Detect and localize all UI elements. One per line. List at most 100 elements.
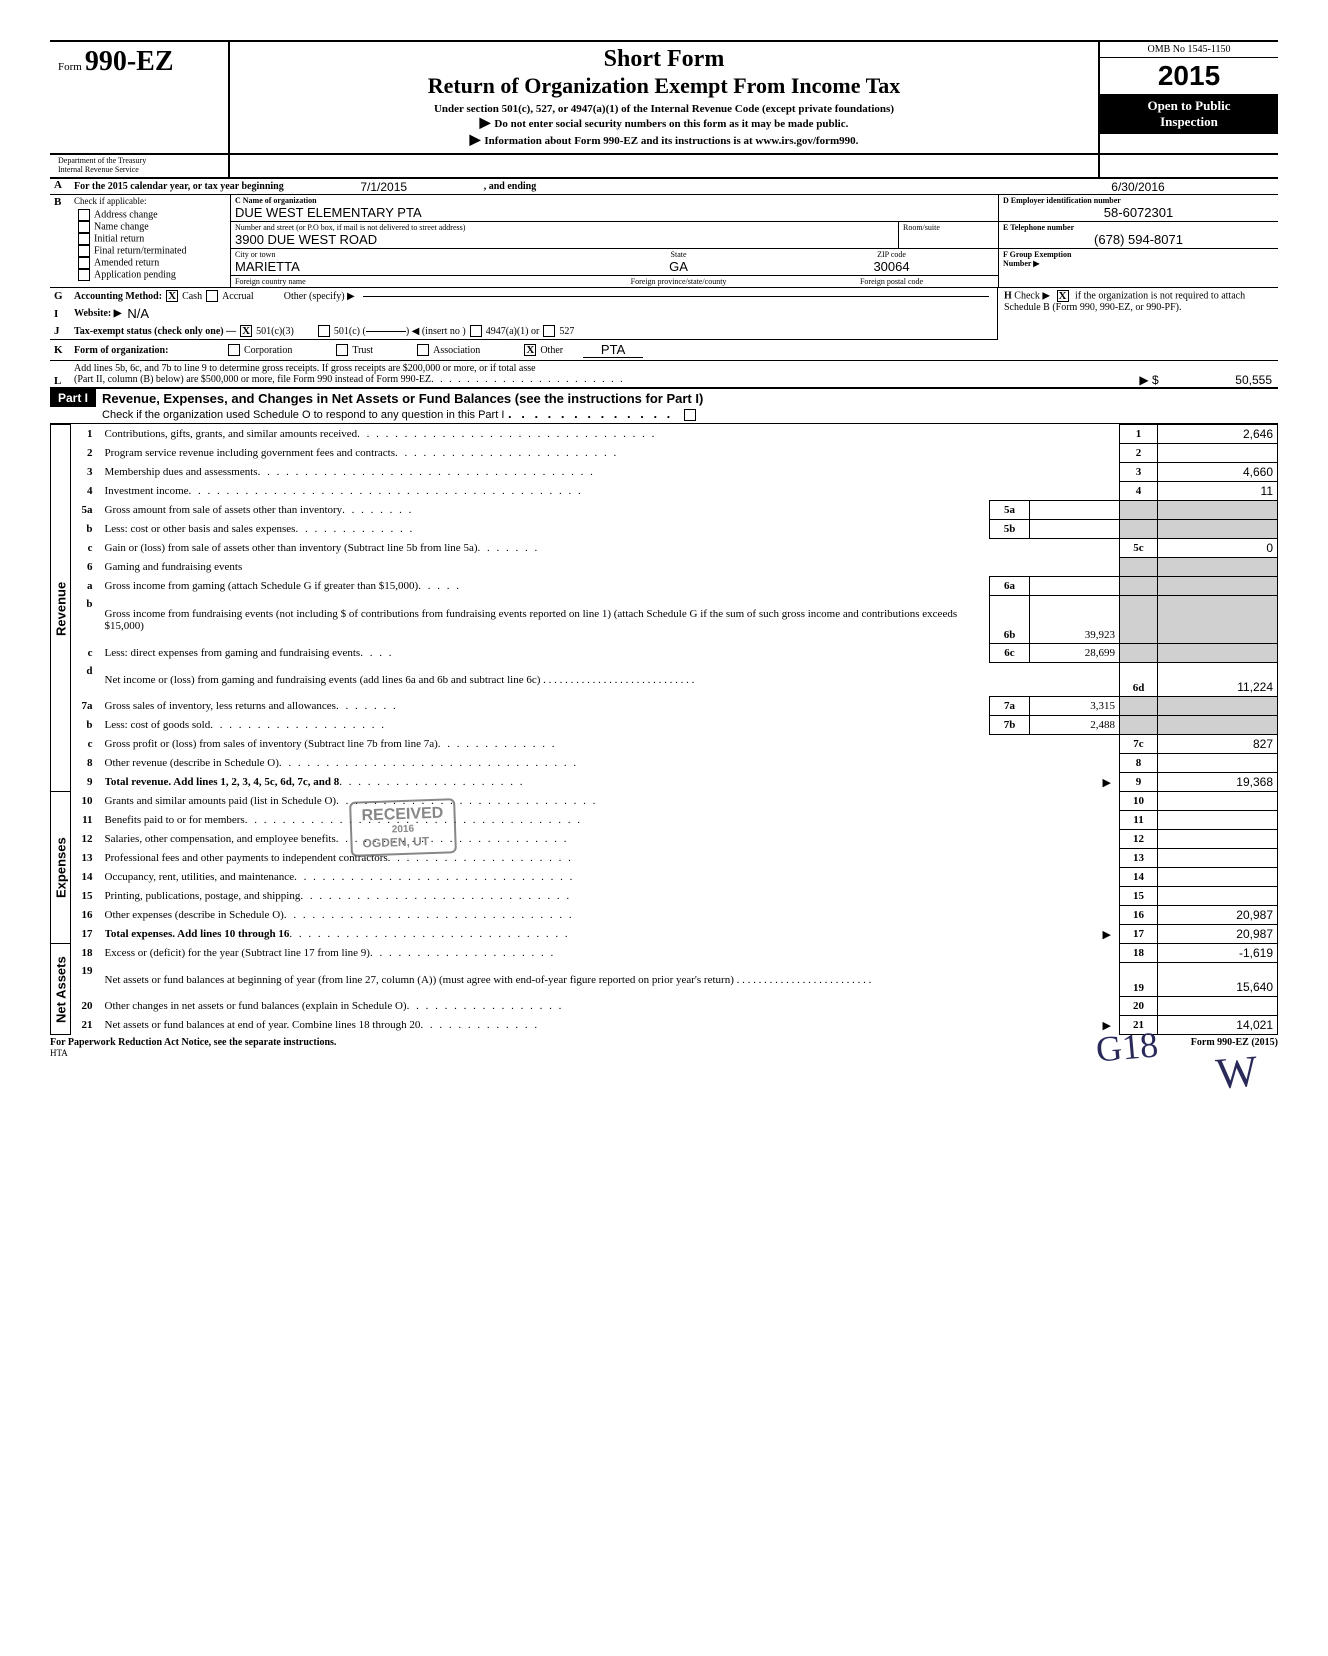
chk-other-org[interactable]: X	[524, 344, 536, 356]
chk-schedule-o[interactable]	[684, 409, 696, 421]
line-b-header: B Check if applicable:	[50, 195, 230, 209]
val-20	[1158, 997, 1278, 1016]
part1-title: Revenue, Expenses, and Changes in Net As…	[96, 389, 1278, 423]
checkboxes-b: Address change Name change Initial retur…	[50, 209, 230, 281]
line-e: E Telephone number (678) 594-8071	[999, 222, 1278, 249]
row-9: 9 Total revenue. Add lines 1, 2, 3, 4, 5…	[51, 773, 1278, 792]
bf-block: B Check if applicable: Address change Na…	[50, 195, 1278, 288]
line-i: I Website: ▶ N/A	[50, 304, 997, 323]
letter-a: A	[50, 179, 74, 194]
row-4: 4 Investment income . . . . . . . . . . …	[51, 482, 1278, 501]
row-5b: b Less: cost or other basis and sales ex…	[51, 520, 1278, 539]
chk-501c3[interactable]: X	[240, 325, 252, 337]
line-a: A For the 2015 calendar year, or tax yea…	[50, 179, 1278, 195]
val-10	[1158, 792, 1278, 811]
form-title-box: Short Form Return of Organization Exempt…	[230, 42, 1098, 153]
chk-h[interactable]: X	[1057, 290, 1069, 302]
row-13: 13 Professional fees and other payments …	[51, 849, 1278, 868]
part1-label: Part I	[50, 389, 96, 407]
row-2: 2 Program service revenue including gove…	[51, 444, 1278, 463]
line-f: F Group Exemption Number ▶	[999, 249, 1278, 269]
chk-cash[interactable]: X	[166, 290, 178, 302]
chk-amended[interactable]: Amended return	[74, 257, 230, 269]
org-city: MARIETTA	[235, 259, 568, 274]
row-8: 8 Other revenue (describe in Schedule O)…	[51, 754, 1278, 773]
val-14	[1158, 868, 1278, 887]
chk-corp[interactable]	[228, 344, 240, 356]
val-6d: 11,224	[1158, 663, 1278, 697]
side-revenue: Revenue	[51, 425, 71, 792]
val-15	[1158, 887, 1278, 906]
val-6b: 39,923	[1030, 596, 1120, 644]
chk-address-change[interactable]: Address change	[74, 209, 230, 221]
val-16: 20,987	[1158, 906, 1278, 925]
chk-trust[interactable]	[336, 344, 348, 356]
c-name-row: C Name of organization DUE WEST ELEMENTA…	[231, 195, 998, 222]
row-6: 6 Gaming and fundraising events	[51, 558, 1278, 577]
footer: For Paperwork Reduction Act Notice, see …	[50, 1035, 1278, 1058]
chk-501c[interactable]	[318, 325, 330, 337]
line-h: H Check ▶ X if the organization is not r…	[998, 288, 1278, 340]
chk-4947[interactable]	[470, 325, 482, 337]
gross-receipts: 50,555	[1162, 373, 1272, 387]
chk-527[interactable]	[543, 325, 555, 337]
c-foreign-row: Foreign country name Foreign province/st…	[231, 276, 998, 287]
row-20: 20 Other changes in net assets or fund b…	[51, 997, 1278, 1016]
line-j: J Tax-exempt status (check only one) — X…	[50, 323, 997, 340]
chk-accrual[interactable]	[206, 290, 218, 302]
subtitle: Under section 501(c), 527, or 4947(a)(1)…	[238, 103, 1090, 115]
title-return: Return of Organization Exempt From Incom…	[238, 73, 1090, 99]
row-17: 17 Total expenses. Add lines 10 through …	[51, 925, 1278, 944]
form-number-box: Form 990-EZ	[50, 42, 230, 153]
row-15: 15 Printing, publications, postage, and …	[51, 887, 1278, 906]
org-form-other: PTA	[583, 342, 643, 358]
row-5a: 5a Gross amount from sale of assets othe…	[51, 501, 1278, 520]
chk-assoc[interactable]	[417, 344, 429, 356]
val-19: 15,640	[1158, 963, 1278, 997]
val-2	[1158, 444, 1278, 463]
lines-table: Revenue 1 Contributions, gifts, grants, …	[50, 424, 1278, 1035]
chk-final-return[interactable]: Final return/terminated	[74, 245, 230, 257]
website: N/A	[127, 306, 149, 321]
chk-initial-return[interactable]: Initial return	[74, 233, 230, 245]
val-5a	[1030, 501, 1120, 520]
row-11: 11 Benefits paid to or for members . . .…	[51, 811, 1278, 830]
row-16: 16 Other expenses (describe in Schedule …	[51, 906, 1278, 925]
title-short-form: Short Form	[238, 46, 1090, 73]
val-7c: 827	[1158, 735, 1278, 754]
tax-year: 2015	[1100, 58, 1278, 94]
val-13	[1158, 849, 1278, 868]
org-zip: 30064	[789, 259, 994, 274]
ein: 58-6072301	[1003, 205, 1274, 220]
line-k: K Form of organization: Corporation Trus…	[50, 340, 1278, 361]
part1-header: Part I Revenue, Expenses, and Changes in…	[50, 387, 1278, 424]
line-d: D Employer identification number 58-6072…	[999, 195, 1278, 222]
col-c: C Name of organization DUE WEST ELEMENTA…	[230, 195, 998, 287]
side-netassets: Net Assets	[51, 944, 71, 1035]
c-street-row: Number and street (or P.O box, if mail i…	[231, 222, 998, 249]
col-b: B Check if applicable: Address change Na…	[50, 195, 230, 287]
val-17: 20,987	[1158, 925, 1278, 944]
val-5c: 0	[1158, 539, 1278, 558]
side-expenses: Expenses	[51, 792, 71, 944]
open-to-public: Open to Public Inspection	[1100, 94, 1278, 134]
tax-year-begin: 7/1/2015	[284, 180, 484, 194]
chk-name-change[interactable]: Name change	[74, 221, 230, 233]
form-right-box: OMB No 1545-1150 2015 Open to Public Ins…	[1098, 42, 1278, 153]
row-6c: c Less: direct expenses from gaming and …	[51, 644, 1278, 663]
chk-app-pending[interactable]: Application pending	[74, 269, 230, 281]
row-10: Expenses 10 Grants and similar amounts p…	[51, 792, 1278, 811]
row-12: 12 Salaries, other compensation, and emp…	[51, 830, 1278, 849]
val-12	[1158, 830, 1278, 849]
val-11	[1158, 811, 1278, 830]
row-18: Net Assets 18 Excess or (deficit) for th…	[51, 944, 1278, 963]
val-9: 19,368	[1158, 773, 1278, 792]
val-7a: 3,315	[1030, 697, 1120, 716]
val-4: 11	[1158, 482, 1278, 501]
col-def: D Employer identification number 58-6072…	[998, 195, 1278, 287]
row-7c: c Gross profit or (loss) from sales of i…	[51, 735, 1278, 754]
row-21: 21 Net assets or fund balances at end of…	[51, 1016, 1278, 1035]
row-6d: d Net income or (loss) from gaming and f…	[51, 663, 1278, 697]
form-number: 990-EZ	[85, 46, 174, 77]
form-prefix: Form	[58, 61, 82, 73]
